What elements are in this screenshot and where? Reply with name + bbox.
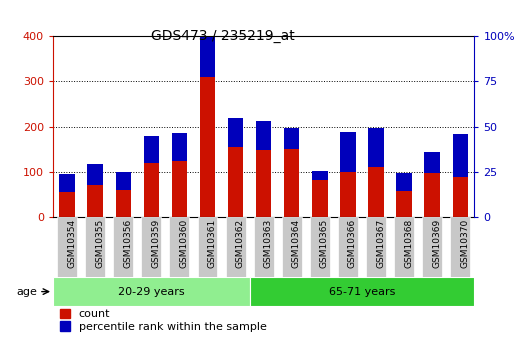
Text: GSM10363: GSM10363 <box>264 219 272 268</box>
Bar <box>172 134 187 161</box>
Bar <box>284 149 299 217</box>
Bar <box>116 172 131 190</box>
Bar <box>144 136 159 163</box>
Bar <box>425 173 440 217</box>
Bar <box>282 217 302 277</box>
Bar <box>116 190 131 217</box>
Bar <box>425 151 440 173</box>
Text: GSM10365: GSM10365 <box>320 219 329 268</box>
Text: GSM10366: GSM10366 <box>348 219 357 268</box>
Text: 20-29 years: 20-29 years <box>118 287 184 297</box>
Text: GSM10367: GSM10367 <box>376 219 385 268</box>
Bar <box>312 170 328 180</box>
Text: 65-71 years: 65-71 years <box>329 287 395 297</box>
Bar <box>396 173 412 191</box>
Bar <box>453 134 468 177</box>
Bar <box>200 37 215 77</box>
Bar <box>59 174 75 192</box>
Bar <box>228 118 243 147</box>
Bar <box>310 217 330 277</box>
Bar <box>250 277 474 306</box>
Text: GSM10368: GSM10368 <box>404 219 413 268</box>
Bar <box>170 217 189 277</box>
Bar <box>284 128 299 149</box>
Bar <box>422 217 442 277</box>
Bar <box>57 217 77 277</box>
Text: GSM10362: GSM10362 <box>235 219 244 268</box>
Bar <box>87 164 103 186</box>
Bar <box>200 77 215 217</box>
Text: GSM10370: GSM10370 <box>460 219 469 268</box>
Bar <box>450 217 470 277</box>
Text: GSM10354: GSM10354 <box>67 219 76 268</box>
Text: GDS473 / 235219_at: GDS473 / 235219_at <box>151 29 295 43</box>
Bar <box>228 147 243 217</box>
Bar <box>366 217 386 277</box>
Text: GSM10361: GSM10361 <box>208 219 216 268</box>
Text: GSM10360: GSM10360 <box>179 219 188 268</box>
Bar <box>256 150 271 217</box>
Text: GSM10356: GSM10356 <box>123 219 132 268</box>
Bar <box>144 163 159 217</box>
Bar <box>312 180 328 217</box>
Bar <box>340 172 356 217</box>
Text: GSM10355: GSM10355 <box>95 219 104 268</box>
Bar <box>113 217 133 277</box>
Bar <box>142 217 161 277</box>
Bar <box>396 191 412 217</box>
Text: age: age <box>16 287 37 297</box>
Bar <box>53 277 250 306</box>
Bar <box>87 186 103 217</box>
Bar <box>198 217 217 277</box>
Bar <box>453 177 468 217</box>
Bar <box>338 217 358 277</box>
Text: GSM10369: GSM10369 <box>432 219 441 268</box>
Legend: count, percentile rank within the sample: count, percentile rank within the sample <box>58 308 268 333</box>
Text: GSM10359: GSM10359 <box>152 219 160 268</box>
Bar <box>254 217 273 277</box>
Bar <box>340 132 356 172</box>
Bar <box>394 217 414 277</box>
Text: GSM10364: GSM10364 <box>292 219 301 268</box>
Bar <box>368 128 384 167</box>
Bar <box>256 121 271 150</box>
Bar <box>59 192 75 217</box>
Bar <box>85 217 105 277</box>
Bar <box>226 217 245 277</box>
Bar <box>172 161 187 217</box>
Bar <box>368 167 384 217</box>
